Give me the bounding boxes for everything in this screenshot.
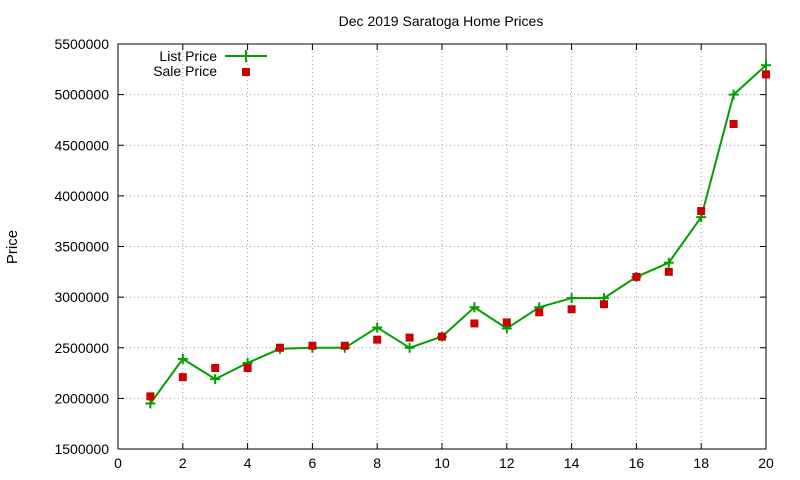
x-tick-label: 18 bbox=[693, 455, 709, 471]
x-tick-label: 0 bbox=[114, 455, 122, 471]
y-tick-label: 3000000 bbox=[54, 289, 109, 305]
sale-price-point bbox=[340, 341, 349, 350]
y-tick-label: 3500000 bbox=[54, 239, 109, 255]
series-sale-price bbox=[146, 70, 770, 401]
sale-price-point bbox=[146, 392, 155, 401]
list-price-point bbox=[761, 60, 771, 71]
legend: List Price Sale Price bbox=[153, 48, 267, 79]
x-tick-label: 10 bbox=[434, 455, 450, 471]
sale-price-point bbox=[762, 70, 770, 79]
y-tick-label: 2000000 bbox=[54, 390, 109, 406]
y-axis-label: Price bbox=[4, 230, 21, 264]
list-price-point bbox=[728, 89, 739, 100]
list-price-line bbox=[149, 64, 767, 404]
sale-price-point bbox=[243, 364, 252, 372]
x-axis: 0 2 4 6 8 10 12 14 16 18 20 bbox=[114, 44, 774, 471]
y-tick-label: 2500000 bbox=[54, 340, 109, 356]
grid bbox=[118, 44, 766, 449]
sale-price-point bbox=[373, 335, 382, 344]
sale-price-point bbox=[535, 308, 544, 317]
sale-price-point bbox=[308, 341, 317, 350]
legend-label-sale-price: Sale Price bbox=[153, 63, 217, 79]
legend-label-list-price: List Price bbox=[159, 48, 217, 64]
list-price-point bbox=[663, 257, 674, 268]
series-list-price bbox=[145, 60, 771, 409]
y-axis: 1500000 2000000 2500000 3000000 3500000 40000… bbox=[54, 36, 766, 457]
list-price-point bbox=[404, 342, 415, 353]
x-tick-label: 14 bbox=[564, 455, 580, 471]
sale-price-point bbox=[211, 364, 220, 372]
sale-price-point bbox=[632, 272, 641, 281]
x-tick-label: 2 bbox=[179, 455, 187, 471]
sale-price-point bbox=[697, 207, 706, 216]
x-tick-label: 8 bbox=[373, 455, 381, 471]
chart-title: Dec 2019 Saratoga Home Prices bbox=[339, 13, 544, 29]
y-tick-label: 5500000 bbox=[54, 36, 109, 52]
y-tick-label: 5000000 bbox=[54, 87, 109, 103]
sale-price-point bbox=[600, 300, 608, 309]
sale-price-point bbox=[664, 267, 673, 276]
list-price-point bbox=[372, 322, 383, 333]
y-tick-label: 4000000 bbox=[54, 188, 109, 204]
sale-price-point bbox=[567, 305, 576, 314]
list-price-point bbox=[566, 293, 577, 304]
legend-marker-list-price bbox=[240, 50, 252, 62]
sale-price-point bbox=[470, 319, 479, 328]
list-price-point bbox=[177, 353, 188, 364]
x-tick-label: 16 bbox=[629, 455, 645, 471]
list-price-point bbox=[210, 374, 221, 385]
sale-price-point bbox=[178, 373, 187, 382]
x-tick-label: 6 bbox=[309, 455, 317, 471]
sale-price-point bbox=[276, 343, 284, 352]
sale-price-point bbox=[405, 333, 414, 342]
sale-price-point bbox=[502, 318, 511, 327]
sale-price-point bbox=[729, 119, 738, 128]
y-tick-label: 1500000 bbox=[54, 441, 109, 457]
sale-price-point bbox=[438, 332, 446, 341]
y-tick-label: 4500000 bbox=[54, 137, 109, 153]
x-tick-label: 20 bbox=[758, 455, 774, 471]
legend-marker-sale-price bbox=[242, 68, 250, 76]
list-price-point bbox=[469, 302, 480, 313]
x-tick-label: 12 bbox=[499, 455, 515, 471]
x-tick-label: 4 bbox=[244, 455, 252, 471]
